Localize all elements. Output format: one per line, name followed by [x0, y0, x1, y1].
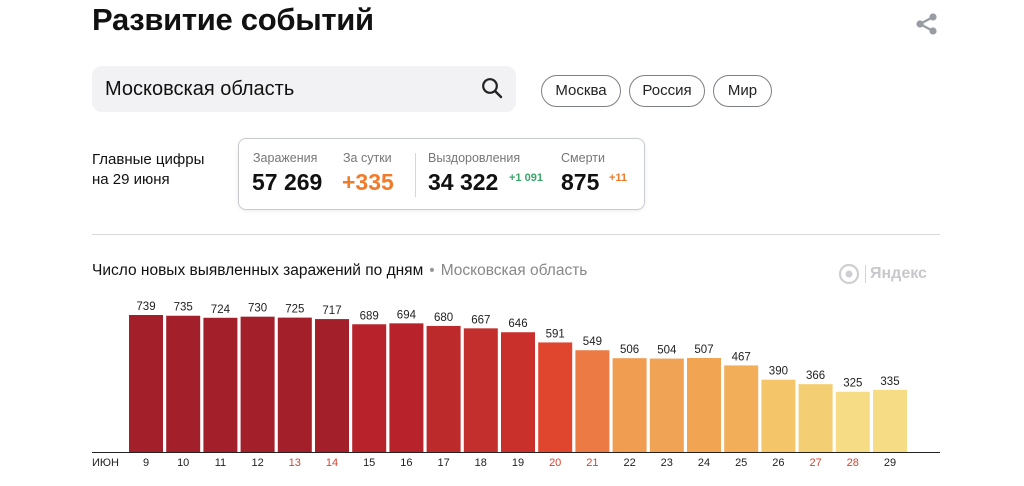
bar	[352, 324, 387, 452]
bar	[612, 358, 647, 452]
bar	[129, 315, 163, 452]
x-tick-label: 20	[549, 457, 561, 469]
bar	[873, 389, 907, 452]
x-tick-label: 12	[251, 457, 263, 469]
bar-value-label: 335	[880, 376, 899, 388]
infected-label: Заражения	[253, 151, 318, 165]
bar-value-label: 504	[657, 345, 677, 357]
bar-value-label: 591	[546, 328, 565, 340]
bar-value-label: 646	[508, 318, 527, 330]
x-tick-label: 18	[475, 457, 487, 469]
bar-value-label: 730	[248, 303, 267, 315]
summary-label: Главные цифры на 29 июня	[92, 150, 204, 190]
bar-value-label: 724	[211, 304, 231, 316]
card-divider	[415, 153, 416, 197]
x-tick-label: 19	[512, 457, 524, 469]
deaths-delta: +11	[609, 172, 628, 184]
deaths-value: 875	[561, 169, 600, 195]
chip-russia[interactable]: Россия	[629, 75, 705, 107]
bar	[687, 358, 721, 452]
bar-value-label: 739	[136, 301, 155, 313]
x-tick-label: 24	[698, 457, 710, 469]
x-tick-label: 10	[177, 457, 189, 469]
x-tick-label: 27	[809, 457, 821, 469]
bar	[389, 323, 424, 452]
bar	[240, 316, 275, 452]
x-tick-label: 23	[661, 457, 673, 469]
bar	[463, 328, 498, 452]
bar-value-label: 366	[806, 370, 825, 382]
bar	[798, 384, 833, 452]
x-tick-label: 14	[326, 457, 338, 469]
daily-label: За сутки	[343, 151, 392, 165]
bar	[538, 342, 573, 452]
bar-value-label: 325	[843, 378, 862, 390]
infected-value: 57 269	[252, 169, 323, 195]
bar-value-label: 735	[174, 302, 193, 314]
bar-value-label: 680	[434, 312, 453, 324]
bar	[203, 317, 238, 452]
bar-value-label: 467	[732, 351, 751, 363]
x-tick-label: 21	[586, 457, 598, 469]
summary-card: Заражения 57 269 За сутки +335 Выздоровл…	[238, 138, 645, 210]
x-tick-label: 29	[884, 457, 896, 469]
deaths-label: Смерти	[561, 151, 605, 165]
x-tick-label: 15	[363, 457, 375, 469]
bar-value-label: 725	[285, 304, 304, 316]
chart-region: Московская область	[440, 262, 588, 279]
brand-logo: Яндекс	[838, 262, 927, 286]
bar-value-label: 689	[360, 310, 379, 322]
bar	[426, 325, 461, 452]
bar-value-label: 507	[694, 344, 713, 356]
chart-title: Число новых выявленных заражений по дням…	[92, 262, 587, 280]
chip-world[interactable]: Мир	[713, 75, 772, 107]
x-axis-month: ИЮН	[92, 457, 119, 469]
share-icon[interactable]	[914, 12, 940, 36]
bar-value-label: 667	[471, 314, 490, 326]
bar	[315, 319, 349, 452]
bar	[501, 332, 535, 452]
recovered-value: 34 322	[428, 169, 499, 195]
brand-name: Яндекс	[870, 265, 927, 282]
bar-value-label: 717	[322, 305, 341, 317]
chart-title-separator: •	[429, 262, 435, 279]
x-tick-label: 28	[847, 457, 859, 469]
bar-value-label: 549	[583, 336, 602, 348]
x-tick-label: 16	[400, 457, 412, 469]
chip-moscow[interactable]: Москва	[541, 75, 621, 107]
summary-label-title: Главные цифры	[92, 151, 205, 168]
x-tick-label: 26	[772, 457, 784, 469]
bar	[166, 315, 201, 452]
bar-value-label: 390	[769, 366, 788, 378]
brand-separator	[865, 265, 866, 283]
bar	[835, 391, 870, 452]
region-search	[92, 66, 516, 112]
bar-value-label: 694	[397, 309, 417, 321]
x-tick-label: 13	[289, 457, 301, 469]
recovered-label: Выздоровления	[428, 151, 521, 165]
chart-title-text: Число новых выявленных заражений по дням	[92, 262, 424, 279]
bar	[724, 365, 759, 452]
x-tick-label: 17	[437, 457, 449, 469]
bar	[575, 350, 610, 452]
x-tick-label: 11	[215, 457, 226, 469]
bar	[761, 379, 796, 452]
bar	[277, 317, 312, 452]
x-tick-label: 25	[735, 457, 747, 469]
search-icon[interactable]	[481, 77, 503, 99]
search-input[interactable]	[92, 66, 472, 112]
x-tick-label: 22	[623, 457, 635, 469]
new-cases-chart: ИЮН 739 9 735 10 724 11 730 12 725 13 717 14 689 15 694…	[92, 301, 940, 469]
daily-value: +335	[342, 169, 394, 195]
bar	[649, 358, 684, 452]
x-tick-label: 9	[143, 457, 149, 469]
recovered-delta: +1 091	[509, 172, 543, 184]
bar-value-label: 506	[620, 344, 639, 356]
summary-label-date: на 29 июня	[92, 171, 170, 188]
page-title: Развитие событий	[92, 2, 374, 37]
brand-icon	[838, 263, 860, 285]
section-divider	[92, 234, 940, 235]
